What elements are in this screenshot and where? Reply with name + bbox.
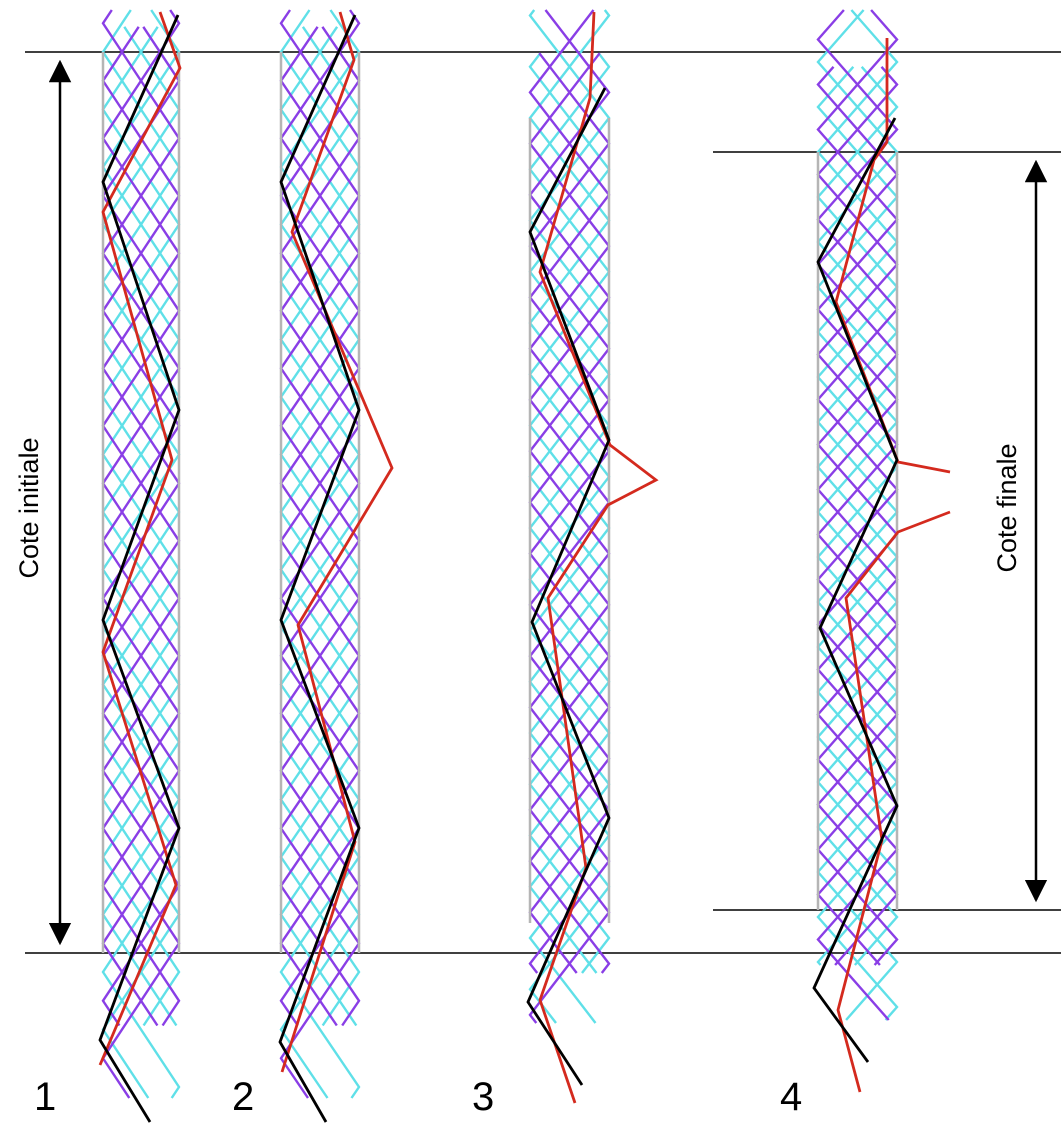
stage-1-red-trace	[98, 11, 182, 1066]
stage-3-number: 3	[472, 1075, 494, 1119]
stage-2-number: 2	[232, 1075, 254, 1119]
stage-2-fiber-purple-7	[279, 9, 361, 1099]
stage-3-fiber-cyan-3	[528, 9, 611, 974]
stage-1-black-trace	[98, 14, 181, 1123]
stage-3-fibers	[528, 9, 611, 1024]
stage-1-fiber-purple-7	[101, 9, 181, 1099]
stage-3-fiber-purple-7	[528, 9, 611, 1024]
stage-4-fibers	[816, 9, 899, 1021]
stage-4-number: 4	[780, 1075, 802, 1119]
stage-1-number: 1	[34, 1075, 56, 1119]
stage-3-red-trace	[538, 11, 659, 1104]
stage-1-braid	[98, 9, 182, 1123]
stage-4-braid	[812, 9, 951, 1093]
initial-height-label: Cote initiale	[14, 437, 44, 578]
stage-1-fiber-cyan-4	[101, 26, 181, 1099]
stage-3-black-trace	[526, 87, 611, 1086]
final-height-label: Cote finale	[992, 443, 1022, 572]
stage-1-fibers	[101, 9, 181, 1099]
stage-2-braid	[278, 9, 394, 1123]
stage-2-black-trace	[278, 14, 361, 1123]
stage-3-braid	[526, 9, 659, 1104]
stage-4-black-trace	[812, 117, 899, 1063]
stage-4-fiber-purple-8	[816, 66, 899, 966]
stage-3-fiber-cyan-4	[528, 52, 611, 1024]
stage-4-red-trace-upper	[834, 38, 951, 474]
